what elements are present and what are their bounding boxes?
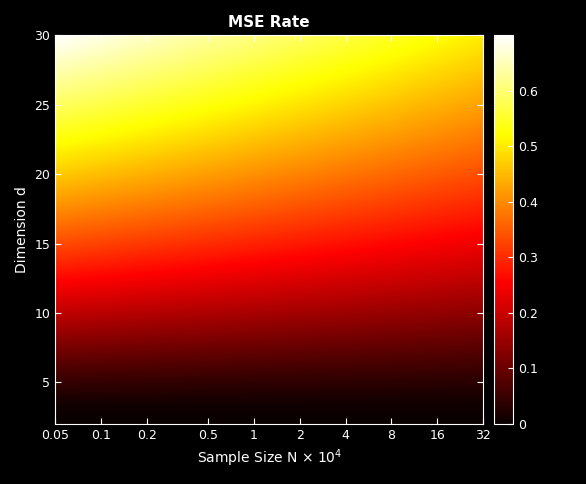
X-axis label: Sample Size N $\times$ 10$^{4}$: Sample Size N $\times$ 10$^{4}$ xyxy=(196,447,342,469)
Title: MSE Rate: MSE Rate xyxy=(229,15,310,30)
Y-axis label: Dimension d: Dimension d xyxy=(15,186,29,273)
